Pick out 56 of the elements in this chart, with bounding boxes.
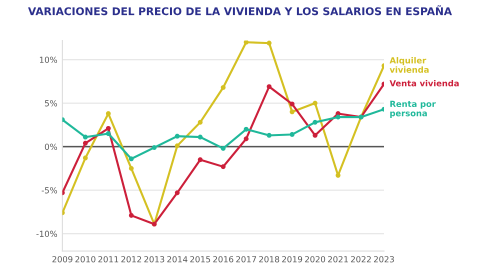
point [174,134,180,139]
x-tick-label: 2015 [190,256,210,262]
y-tick-label: 0% [44,144,58,150]
x-tick-label: 2016 [213,256,234,262]
x-tick-label: 2011 [98,256,118,262]
point [220,164,226,170]
point [128,166,134,171]
point [106,131,111,136]
point [106,126,111,131]
point [82,134,88,140]
point [220,85,226,90]
point [244,40,249,45]
line-series [62,106,384,162]
point [128,212,134,218]
x-tick-label: 2021 [328,256,348,262]
point [174,143,180,148]
x-tick-label: 2013 [144,256,164,262]
point [82,156,88,160]
y-tick-label: -10% [36,230,58,237]
point [290,102,295,106]
y-tick-label: 5% [44,100,58,106]
series-label: Alquiler vivienda [390,57,429,73]
series-label: Venta vivienda [390,80,459,86]
point [266,40,272,46]
point [312,100,318,106]
point [198,120,203,125]
point [220,146,226,151]
series-label: Renta por persona [390,100,436,118]
point [82,140,88,146]
point [198,134,203,140]
point [128,156,134,162]
x-tick-label: 2023 [374,256,394,262]
point [312,132,318,138]
point [336,114,340,120]
point [312,120,318,125]
point [174,190,180,196]
point [290,132,295,137]
x-tick-label: 2019 [282,256,302,262]
x-tick-label: 2022 [351,256,371,262]
x-tick-label: 2010 [75,256,96,262]
x-tick-label: 2012 [121,256,142,262]
point [266,132,272,138]
x-tick-label: 2020 [305,256,326,262]
y-tick-label: -5% [42,187,58,194]
point [152,145,157,150]
x-tick-label: 2014 [167,256,188,262]
chart-title: VARIACIONES DEL PRECIO DE LA VIVIENDA Y LOS SALARIOS EN ESPAÑA [28,5,452,16]
x-tick-label: 2009 [52,256,72,262]
point [290,109,295,114]
point [244,126,249,132]
point [198,157,203,162]
y-tick-label: 10% [40,56,58,63]
x-tick-label: 2017 [236,256,256,262]
point [266,84,272,90]
x-tick-label: 2018 [259,256,280,262]
point [244,136,249,142]
